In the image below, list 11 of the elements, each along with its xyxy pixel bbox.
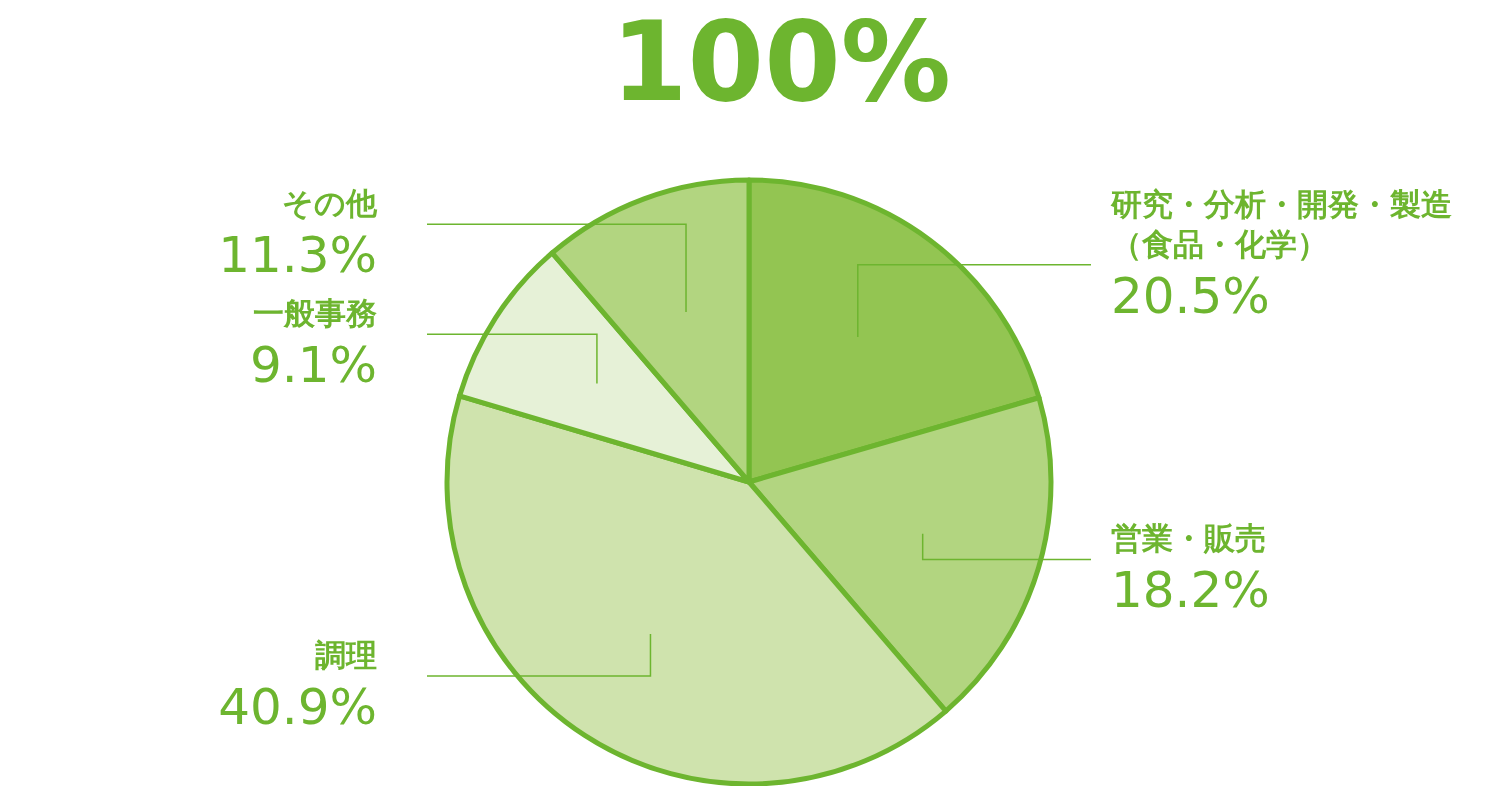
slice-label: 営業・販売 [1111,520,1266,557]
slice-label: 研究・分析・開発・製造（食品・化学） [1110,185,1452,262]
slice-label: 調理 [315,637,377,673]
slice-label: 一般事務 [253,295,377,332]
data-label: 20.5% [1111,266,1270,325]
data-label: 40.9% [218,678,377,736]
slice-label: その他 [282,185,378,222]
chart-title: 100% [611,0,951,126]
data-label: 9.1% [249,336,377,395]
data-label: 11.3% [218,226,377,285]
data-label: 18.2% [1111,561,1270,620]
